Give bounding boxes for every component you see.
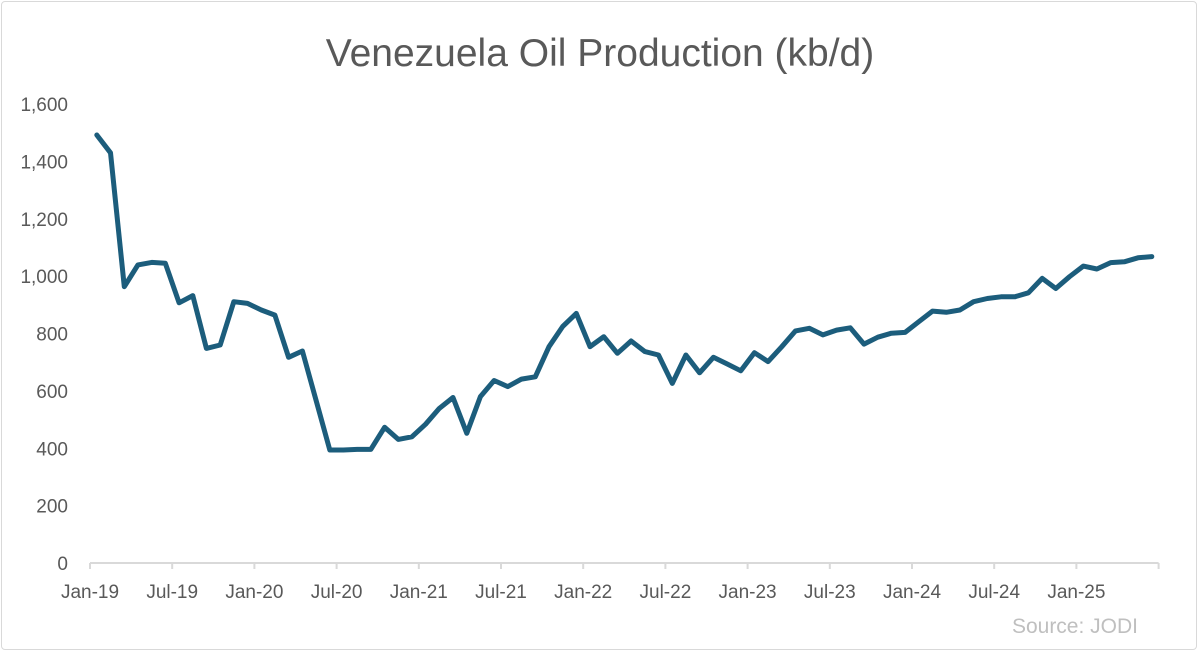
x-tick-label: Jan-22 bbox=[554, 582, 612, 603]
y-tick-label: 1,600 bbox=[20, 95, 68, 116]
x-tick-label: Jul-24 bbox=[968, 582, 1020, 603]
x-tick-label: Jul-21 bbox=[475, 582, 527, 603]
x-tick-label: Jan-24 bbox=[883, 582, 942, 603]
y-tick-label: 400 bbox=[36, 439, 68, 460]
y-tick-label: 1,400 bbox=[20, 152, 68, 173]
y-axis: 0 200 400 600 800 1,000 1,200 1,400 1,600 bbox=[20, 95, 68, 575]
y-tick-label: 600 bbox=[36, 382, 68, 403]
series-group bbox=[94, 132, 1155, 453]
chart-title: Venezuela Oil Production (kb/d) bbox=[326, 32, 874, 75]
y-tick-label: 200 bbox=[36, 497, 68, 518]
x-tick-label: Jul-20 bbox=[311, 582, 363, 603]
series-line bbox=[94, 132, 1155, 453]
y-tick-label: 800 bbox=[36, 325, 68, 346]
x-tick-label: Jul-19 bbox=[146, 582, 198, 603]
y-tick-label: 1,000 bbox=[20, 267, 68, 288]
x-tick-label: Jan-21 bbox=[390, 582, 448, 603]
y-tick-label: 1,200 bbox=[20, 210, 68, 231]
x-tick-label: Jul-23 bbox=[804, 582, 856, 603]
x-tick-label: Jul-22 bbox=[640, 582, 692, 603]
x-tick-label: Jan-23 bbox=[719, 582, 777, 603]
x-axis: Jan-19 Jul-19 Jan-20 Jul-20 Jan-21 Jul-21 Jan-… bbox=[61, 562, 1160, 603]
x-tick-label: Jan-20 bbox=[225, 582, 283, 603]
x-tick-label: Jan-25 bbox=[1047, 582, 1105, 603]
y-tick-label: 0 bbox=[57, 554, 68, 575]
x-tick-label: Jan-19 bbox=[61, 582, 119, 603]
source-note: Source: JODI bbox=[1012, 615, 1138, 638]
